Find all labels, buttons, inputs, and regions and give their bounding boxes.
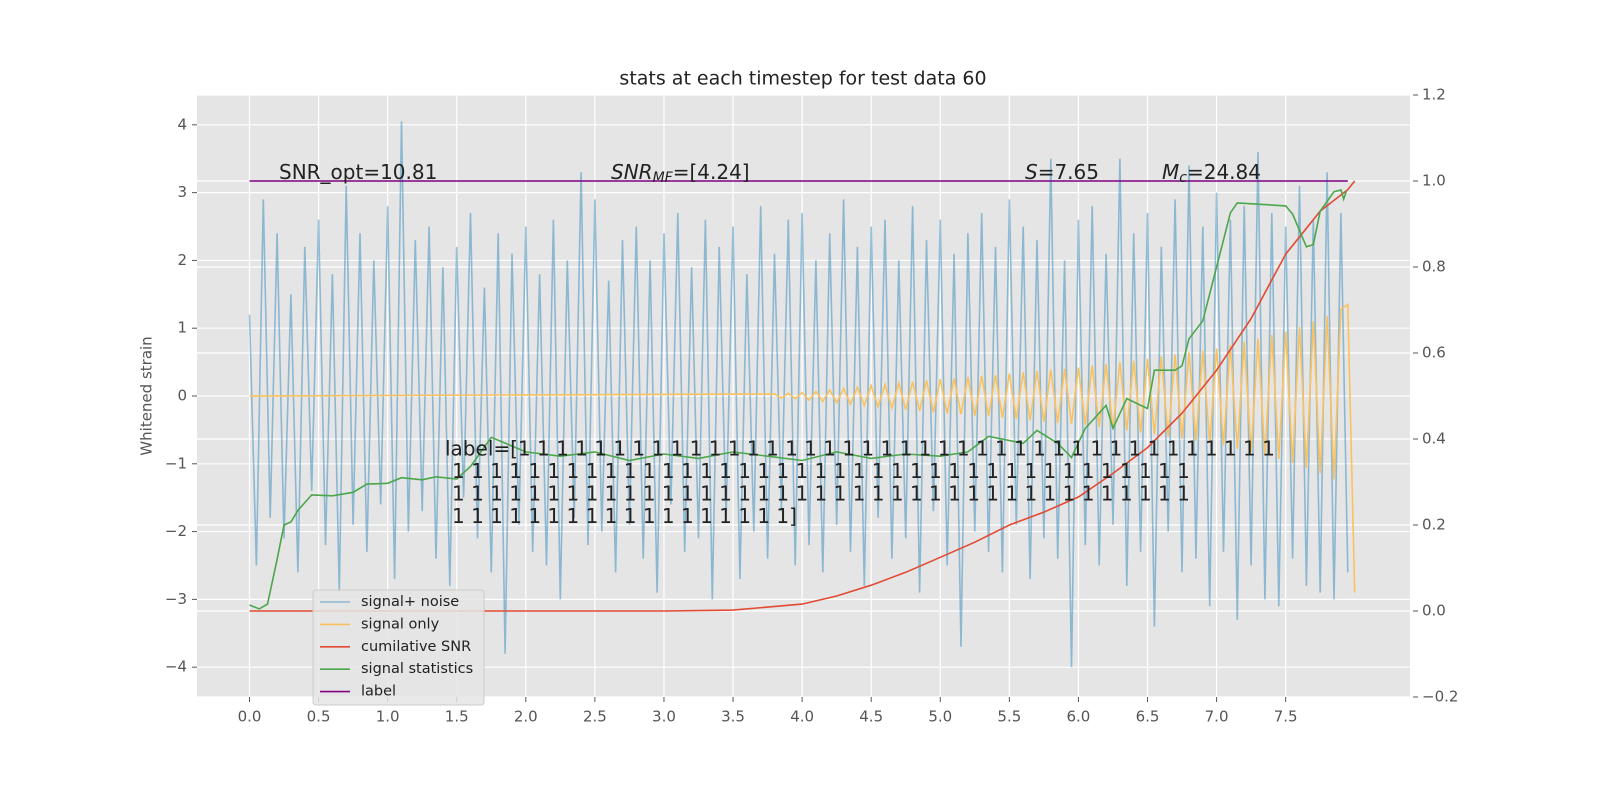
y-tick-label: 1	[177, 319, 187, 337]
y-tick-label: 4	[177, 115, 187, 133]
y-tick-label: −2	[165, 522, 187, 540]
x-tick-label: 5.5	[997, 708, 1021, 726]
x-tick-label: 1.5	[445, 708, 469, 726]
x-tick-label: 2.0	[514, 708, 538, 726]
x-tick-label: 4.5	[859, 708, 883, 726]
x-tick-label: 4.0	[790, 708, 814, 726]
legend: signal+ noise signal only cumilative SNR si…	[312, 589, 485, 706]
legend-label: signal only	[361, 616, 440, 632]
annotation: SNRMF=[4.24]	[611, 160, 750, 187]
x-tick-label: 0.0	[238, 708, 262, 726]
label-text-line: 1 1 1 1 1 1 1 1 1 1 1 1 1 1 1 1 1 1 1 1 …	[452, 459, 1190, 483]
x-tick-label: 6.0	[1066, 708, 1090, 726]
y2-tick-label: 1.0	[1422, 172, 1446, 190]
label-text-line: 1 1 1 1 1 1 1 1 1 1 1 1 1 1 1 1 1 1 1 1 …	[452, 482, 1190, 506]
annotation-sub: MF	[653, 170, 674, 186]
annotation-text: SNR	[611, 160, 653, 184]
annotation-tail: =[4.24]	[673, 160, 750, 184]
chart-title: stats at each timestep for test data 60	[619, 68, 986, 90]
plot-layer	[248, 121, 1356, 668]
y-axis-label: Whitened strain	[138, 336, 156, 455]
y-tick-label: 0	[177, 387, 187, 405]
series-line	[249, 189, 1348, 610]
y2-tick-label: 0.4	[1422, 430, 1446, 448]
legend-box	[312, 589, 485, 706]
x-tick-label: 7.0	[1205, 708, 1229, 726]
annotation-tail: =7.65	[1038, 160, 1099, 184]
legend-label: cumilative SNR	[361, 639, 471, 655]
annotation-text: SNR_opt=10.81	[279, 160, 437, 184]
legend-label: signal statistics	[361, 661, 473, 677]
y-tick-label: 2	[177, 251, 187, 269]
y2-tick-label: −0.2	[1422, 688, 1458, 706]
label-text-line: 1 1 1 1 1 1 1 1 1 1 1 1 1 1 1 1 1 1]	[452, 504, 797, 528]
x-tick-label: 0.5	[307, 708, 331, 726]
x-tick-label: 5.0	[928, 708, 952, 726]
series-line	[249, 180, 1356, 612]
legend-label: label	[361, 684, 396, 700]
annotation: SNR_opt=10.81	[279, 160, 437, 184]
label-text-line: label=[1 1 1 1 1 1 1 1 1 1 1 1 1 1 1 1 1…	[445, 437, 1275, 461]
y-tick-label: −4	[165, 658, 187, 676]
y2-tick-label: 0.6	[1422, 344, 1446, 362]
x-tick-label: 7.5	[1274, 708, 1298, 726]
y2-tick-label: 0.0	[1422, 602, 1446, 620]
y2-tick-label: 0.8	[1422, 258, 1446, 276]
series-line	[249, 303, 1356, 593]
annotation-text: S	[1025, 160, 1038, 184]
annotation: S=7.65	[1025, 160, 1099, 184]
y2-tick-label: 0.2	[1422, 516, 1446, 534]
y-tick-label: 3	[177, 183, 187, 201]
y-tick-label: −3	[165, 590, 187, 608]
annotation-tail: =24.84	[1187, 160, 1261, 184]
y-tick-label: −1	[165, 454, 187, 472]
annotation-sub: c	[1179, 170, 1187, 186]
annotation-text: M	[1162, 160, 1179, 184]
x-tick-label: 1.0	[376, 708, 400, 726]
legend-label: signal+ noise	[361, 594, 459, 610]
x-tick-label: 6.5	[1136, 708, 1160, 726]
y2-tick-label: 1.2	[1422, 86, 1446, 104]
x-tick-label: 3.0	[652, 708, 676, 726]
annotation: Mc=24.84	[1162, 160, 1261, 187]
x-tick-label: 3.5	[721, 708, 745, 726]
x-tick-label: 2.5	[583, 708, 607, 726]
